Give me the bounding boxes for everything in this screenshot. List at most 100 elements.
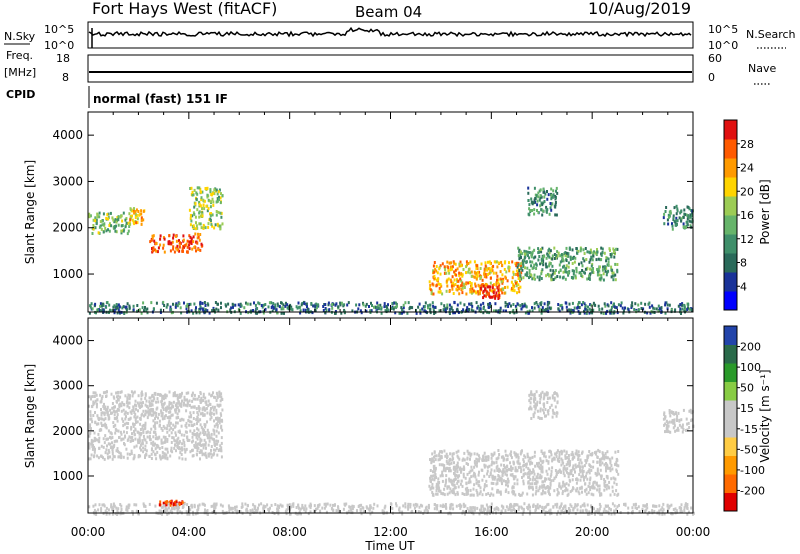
data-cell	[488, 260, 491, 264]
data-cell	[129, 218, 132, 222]
data-cell	[186, 250, 188, 254]
data-cell	[272, 302, 275, 305]
data-cell	[111, 216, 114, 220]
data-cell	[175, 406, 178, 410]
data-cell	[205, 455, 208, 459]
colorbar-segment	[724, 196, 737, 216]
data-cell	[585, 474, 587, 478]
data-cell	[687, 303, 690, 307]
data-cell	[520, 264, 522, 268]
data-cell	[209, 190, 212, 194]
data-cell	[261, 305, 264, 309]
data-cell	[548, 251, 551, 255]
data-cell	[100, 428, 103, 432]
data-cell	[161, 399, 163, 403]
data-cell	[531, 309, 534, 313]
data-cell	[567, 252, 570, 256]
data-cell	[572, 456, 574, 460]
data-cell	[606, 309, 609, 313]
data-cell	[191, 190, 194, 194]
data-cell	[533, 212, 536, 216]
data-cell	[478, 270, 481, 274]
data-cell	[556, 401, 559, 405]
data-cell	[518, 462, 521, 466]
data-cell	[691, 212, 694, 216]
freq-right-tick-bottom: 0	[708, 71, 715, 84]
data-cell	[544, 262, 547, 266]
data-cell	[465, 292, 468, 296]
data-cell	[557, 251, 560, 255]
data-cell	[107, 508, 110, 512]
data-cell	[196, 449, 199, 453]
data-cell	[498, 293, 501, 297]
data-cell	[673, 309, 676, 313]
data-cell	[497, 477, 500, 481]
data-cell	[115, 303, 118, 306]
data-cell	[600, 474, 603, 478]
data-cell	[128, 435, 131, 439]
data-cell	[443, 449, 446, 453]
data-cell	[308, 504, 311, 508]
data-cell	[577, 458, 580, 461]
data-cell	[446, 284, 449, 288]
data-cell	[583, 309, 585, 313]
data-cell	[140, 212, 143, 216]
data-cell	[462, 268, 465, 271]
data-cell	[111, 452, 114, 456]
data-cell	[553, 396, 556, 400]
data-cell	[184, 430, 187, 434]
freq-panel-frame	[87, 54, 694, 83]
data-cell	[554, 391, 556, 395]
data-cell	[201, 207, 203, 210]
data-cell	[94, 226, 97, 230]
data-cell	[175, 408, 178, 412]
data-cell	[97, 438, 100, 442]
data-cell	[191, 247, 194, 251]
data-cell	[103, 402, 105, 406]
data-cell	[145, 449, 148, 453]
data-cell	[95, 438, 98, 442]
data-cell	[198, 503, 201, 507]
data-cell	[190, 503, 193, 507]
data-cell	[119, 430, 122, 434]
data-cell	[169, 249, 172, 253]
data-cell	[446, 454, 449, 458]
data-cell	[567, 265, 570, 269]
data-cell	[88, 434, 91, 438]
data-cell	[666, 303, 669, 307]
data-cell	[209, 200, 212, 204]
data-cell	[459, 482, 462, 486]
data-cell	[536, 403, 538, 407]
data-cell	[104, 408, 107, 412]
data-cell	[471, 287, 474, 291]
data-cell	[686, 507, 689, 510]
data-cell	[575, 465, 578, 469]
colorbar-tick-label: 28	[740, 138, 754, 151]
data-cell	[212, 448, 215, 452]
data-cell	[220, 436, 223, 440]
data-cell	[154, 427, 157, 431]
data-cell	[217, 210, 220, 214]
data-cell	[511, 286, 514, 290]
data-cell	[532, 256, 535, 260]
data-cell	[407, 301, 410, 305]
data-cell	[615, 482, 618, 486]
data-cell	[469, 480, 472, 484]
data-cell	[387, 308, 390, 312]
data-cell	[484, 272, 487, 276]
data-cell	[204, 441, 207, 445]
data-cell	[531, 478, 534, 482]
data-cell	[602, 454, 605, 458]
data-cell	[136, 221, 139, 225]
data-cell	[514, 493, 517, 497]
data-cell	[683, 208, 686, 212]
data-cell	[379, 303, 382, 307]
data-cell	[358, 303, 361, 307]
data-cell	[560, 253, 563, 256]
data-cell	[541, 390, 544, 394]
data-cell	[120, 214, 123, 218]
data-cell	[486, 472, 489, 476]
data-cell	[332, 503, 334, 507]
data-cell	[494, 294, 497, 298]
